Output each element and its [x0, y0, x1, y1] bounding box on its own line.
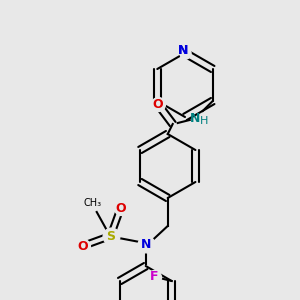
- Text: O: O: [152, 98, 163, 110]
- Text: H: H: [200, 116, 208, 126]
- Text: N: N: [178, 44, 188, 56]
- Text: O: O: [77, 239, 88, 253]
- Text: N: N: [140, 238, 151, 250]
- Text: S: S: [106, 230, 115, 242]
- Text: N: N: [190, 112, 200, 125]
- Text: CH₃: CH₃: [84, 198, 102, 208]
- Text: N: N: [178, 44, 188, 56]
- Text: F: F: [149, 271, 158, 284]
- Text: O: O: [116, 202, 126, 214]
